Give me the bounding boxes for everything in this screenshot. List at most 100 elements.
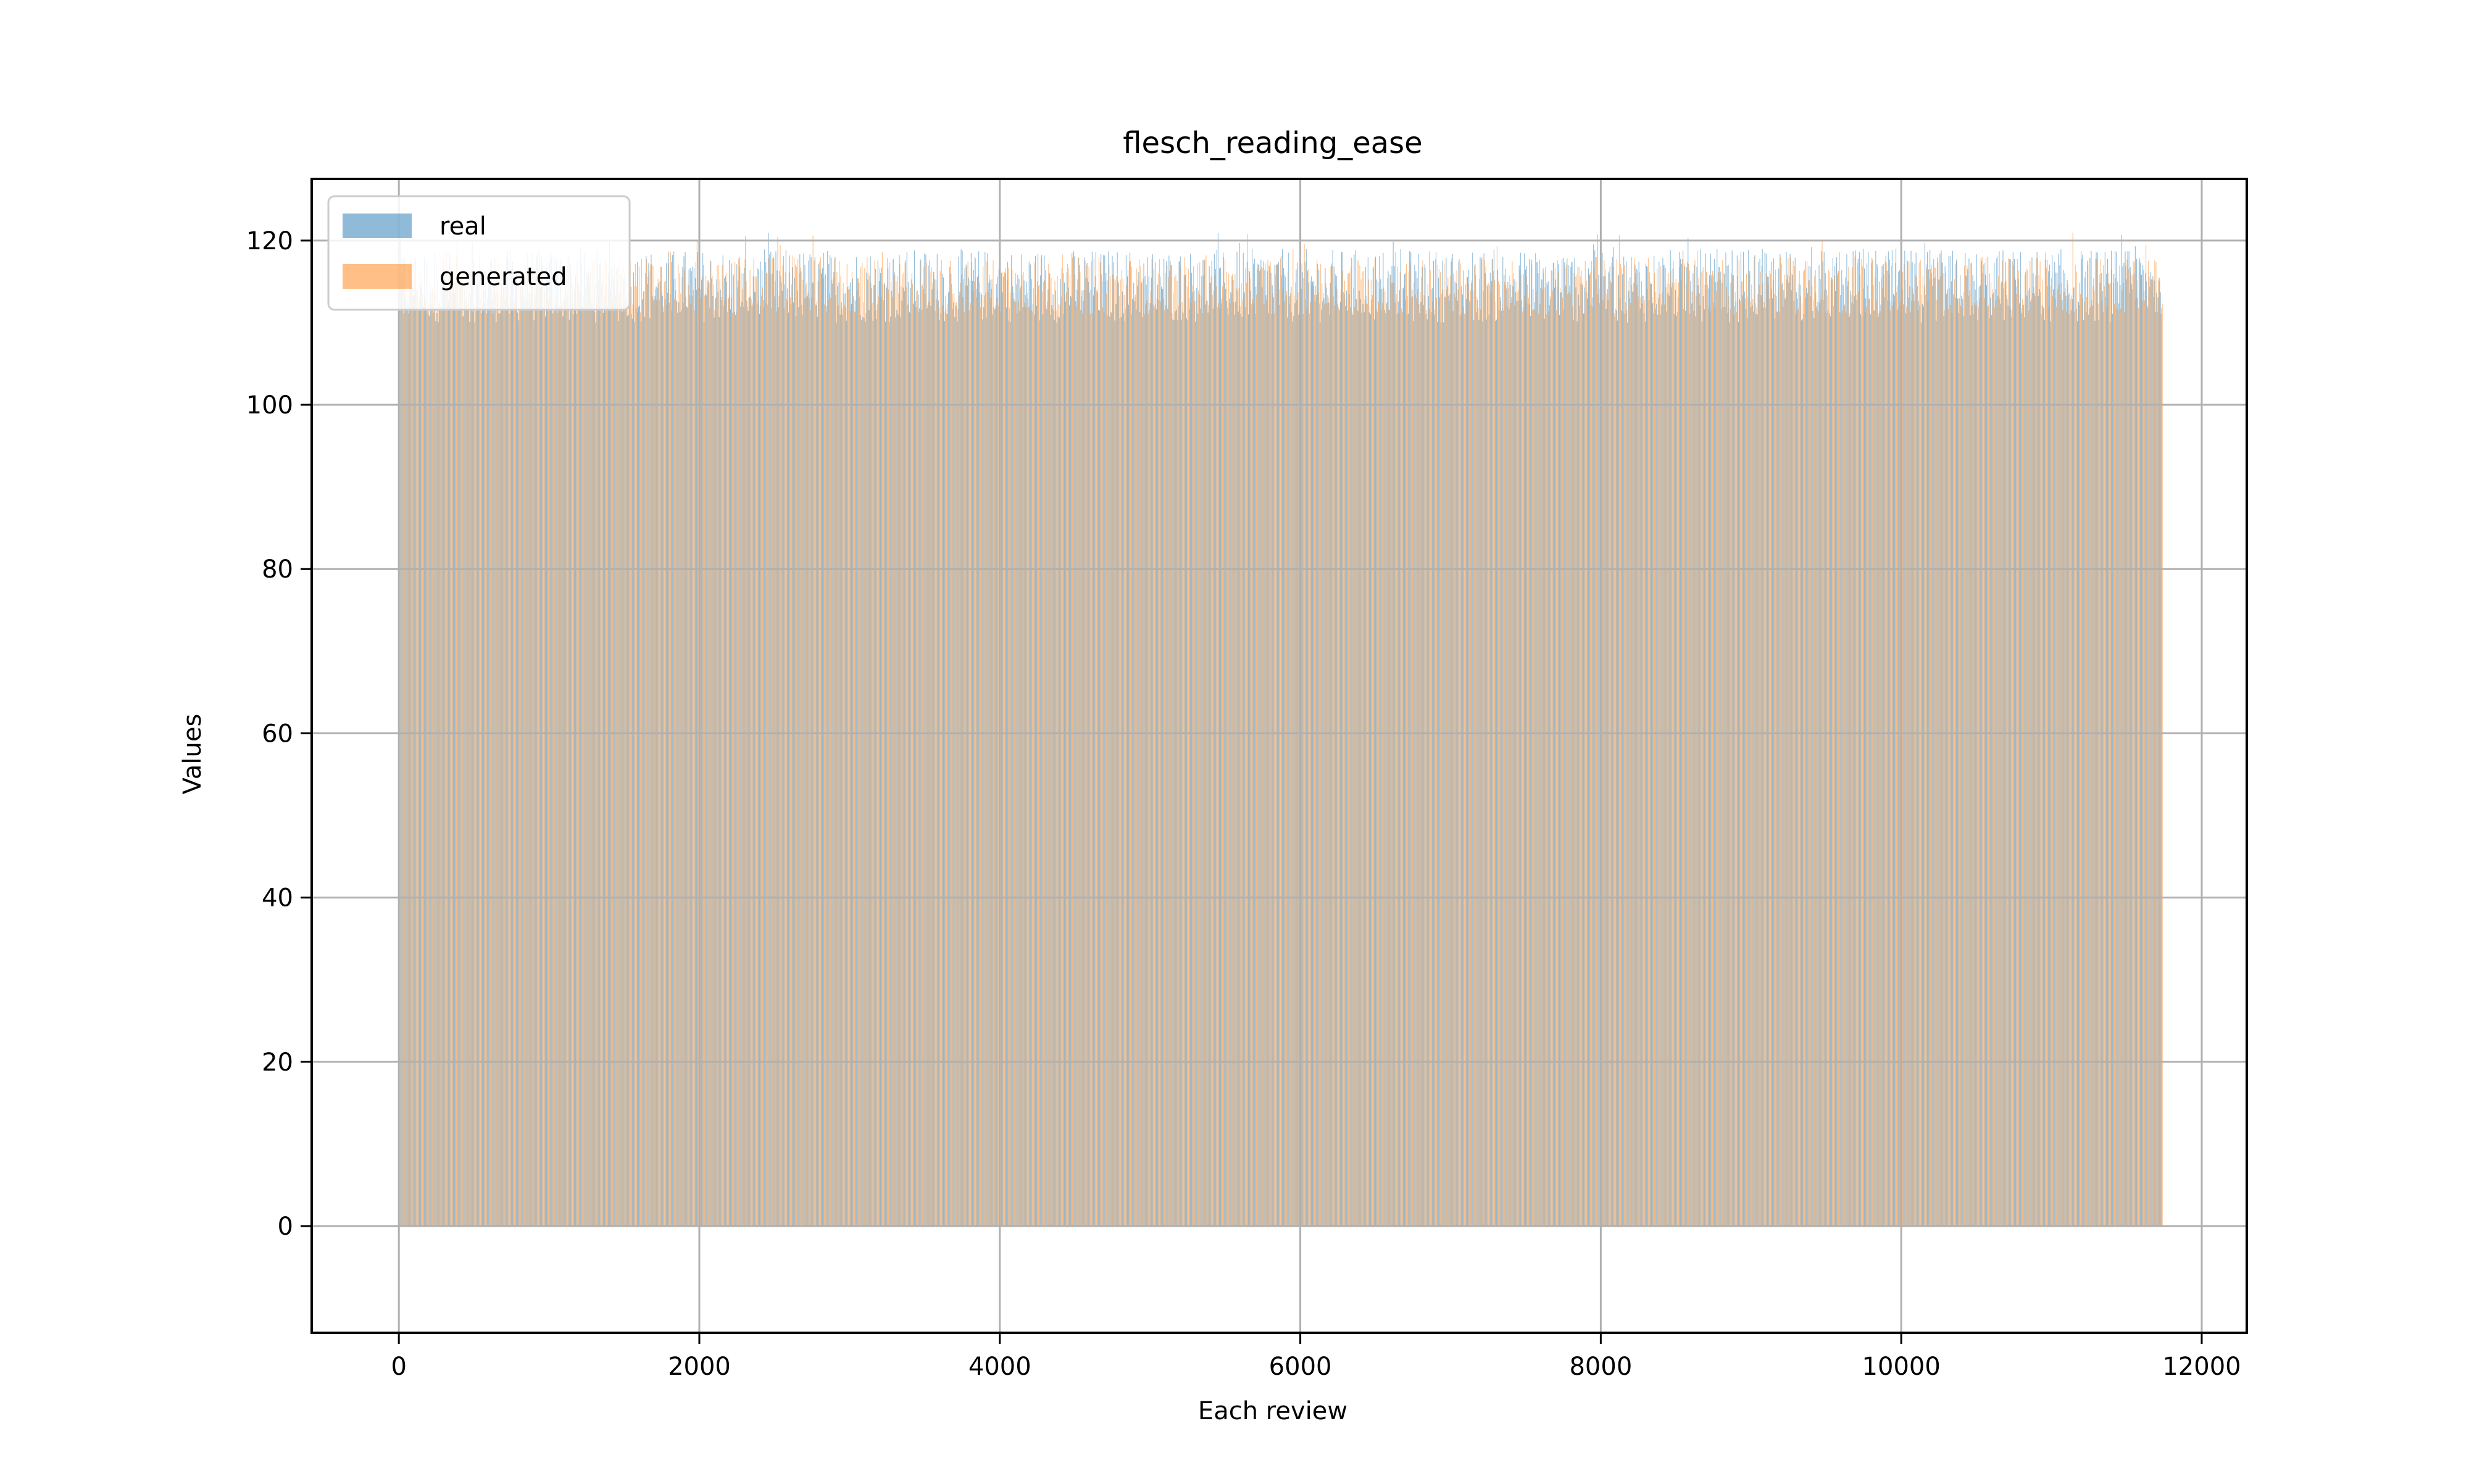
bar-generated [1684,263,1686,1226]
bar-generated [786,299,787,1226]
bar-real [1016,284,1017,1226]
bar-generated [1241,283,1242,1226]
bar-real [1657,315,1659,1226]
bar-real [1258,265,1259,1226]
bar-generated [1960,305,1962,1226]
bar-real [2136,259,2137,1226]
bar-real [671,262,672,1226]
bar-real [2113,273,2115,1226]
bar-generated [921,286,922,1226]
bar-real [1675,289,1676,1226]
bar-generated [962,297,964,1226]
bar-real [1663,265,1665,1226]
bar-generated [1426,310,1427,1226]
bar-generated [1602,299,1604,1226]
bar-generated [710,261,712,1226]
bar-real [1728,265,1729,1226]
bar-real [1559,315,1560,1226]
bar-real [1151,278,1152,1226]
bar-generated [1865,307,1867,1226]
bar-generated [410,259,412,1226]
bar-real [749,297,750,1226]
bar-generated [1295,282,1296,1226]
bar-real [460,280,462,1226]
bar-real [1927,252,1928,1226]
bar-real [1707,288,1709,1226]
bar-generated [1906,306,1907,1226]
bar-real [1860,313,1861,1226]
bar-real [1428,296,1429,1226]
bar-real [636,262,638,1226]
bar-real [2160,292,2161,1226]
bar-generated [1099,262,1101,1226]
bar-generated [888,289,889,1226]
bar-generated [1936,299,1938,1226]
bar-real [823,252,825,1226]
bar-real [878,280,880,1226]
bar-generated [2144,300,2146,1226]
bar-generated [1643,296,1644,1226]
bar-generated [1159,259,1160,1226]
bar-generated [610,268,612,1226]
bar-generated [1228,273,1230,1226]
bar-generated [1819,302,1820,1226]
bar-real [1294,303,1296,1226]
bar-real [731,263,733,1226]
bar-generated [978,282,980,1226]
bar-real [1180,256,1181,1226]
bar-real [1345,306,1346,1226]
bar-generated [420,278,422,1226]
bar-real [401,273,402,1226]
bar-real [1214,254,1215,1226]
bar-generated [731,312,733,1226]
bar-real [1889,259,1890,1226]
bar-real [1323,298,1325,1226]
bar-real [2009,259,2010,1226]
bar-real [1807,293,1809,1226]
bar-generated [1878,313,1880,1226]
bar-generated [1078,257,1080,1226]
bar-real [861,320,862,1226]
bar-generated [1116,276,1117,1226]
bar-generated [1107,280,1109,1226]
bar-real [502,296,503,1226]
bar-real [770,251,772,1226]
bar-generated [2105,296,2106,1226]
bar-generated [1563,309,1565,1226]
bar-generated [1353,288,1354,1226]
bar-generated [939,270,941,1226]
bar-real [740,306,741,1226]
bar-generated [898,293,899,1226]
bar-generated [727,312,728,1226]
bar-generated [1082,313,1083,1226]
bar-generated [1609,273,1610,1226]
bar-real [1695,316,1696,1226]
bar-real [1060,279,1061,1226]
bar-real [1021,254,1022,1226]
bar-real [1733,275,1734,1226]
bar-generated [1647,258,1649,1226]
bar-generated [1522,312,1523,1226]
bar-generated [1232,273,1233,1226]
bar-generated [1688,263,1689,1226]
bar-real [1583,313,1584,1226]
bar-generated [1584,260,1586,1226]
bar-real [1978,286,1980,1226]
bar-generated [1871,263,1872,1226]
bar-real [1857,259,1859,1226]
bar-real [660,267,662,1226]
bar-real [1621,310,1622,1226]
bar-real [435,321,436,1226]
bar-real [1992,294,1994,1226]
bar-generated [2052,296,2054,1226]
bar-real [2102,291,2103,1226]
bar-real [581,263,583,1226]
bar-generated [1368,279,1369,1226]
bar-real [580,249,581,1226]
bar-generated [742,289,743,1226]
bar-real [648,263,649,1226]
bar-generated [910,279,912,1226]
bar-real [544,316,546,1226]
bar-real [654,296,656,1226]
bar-real [958,256,959,1226]
